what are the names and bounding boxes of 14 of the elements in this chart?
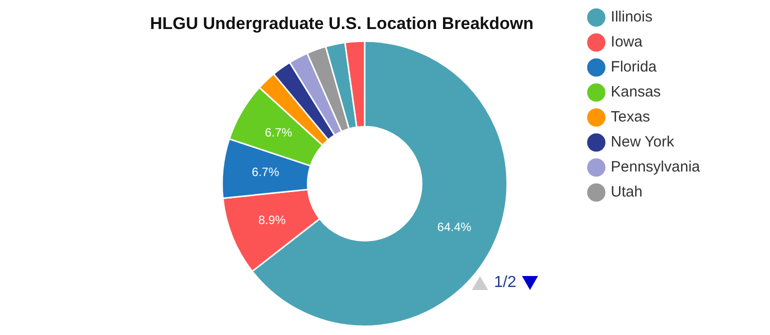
- legend-label: Utah: [610, 184, 642, 201]
- text: 1/2: [494, 274, 516, 292]
- data-label: 64.4%: [437, 220, 472, 234]
- legend-label: Florida: [610, 58, 658, 76]
- data-label: 6.7%: [264, 126, 293, 140]
- legend-label: Texas: [610, 108, 650, 126]
- data-label: 6.7%: [252, 165, 280, 180]
- legend-label: Pennsylvania: [610, 158, 701, 176]
- legend-label: New York: [610, 134, 675, 151]
- data-label: 8.9%: [258, 213, 286, 228]
- chart-title: HLGU Undergraduate U.S. Location Breakdown: [150, 14, 534, 33]
- legend-label: Illinois: [610, 8, 652, 26]
- legend-label: Iowa: [610, 34, 644, 51]
- legend-label: Kansas: [610, 84, 661, 101]
